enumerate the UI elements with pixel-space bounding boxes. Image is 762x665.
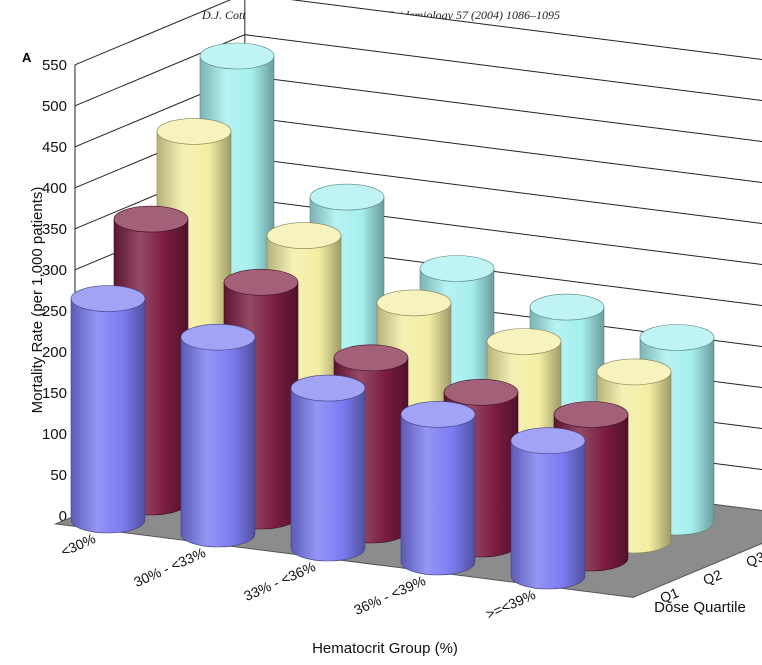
bar-Q1-0 (70, 285, 146, 534)
bar-Q1-3 (400, 401, 476, 576)
y-tick-label: 150 (42, 385, 67, 402)
panel-label: A (22, 50, 32, 65)
bar-body (510, 440, 586, 590)
bar-top (376, 289, 452, 317)
bar-top (639, 324, 715, 351)
bar-top (156, 118, 232, 145)
bar-top (333, 344, 409, 372)
bar-top (113, 205, 189, 233)
dose-quartile-label: Dose Quartile (654, 599, 746, 616)
x-tick-label: 30% - <33% (131, 544, 208, 590)
x-tick-label: 33% - <36% (241, 558, 318, 604)
bar-top (309, 183, 385, 211)
y-tick-label: 200 (42, 344, 67, 361)
bar-top (223, 268, 299, 296)
y-tick-label: 300 (42, 262, 67, 279)
series-label: Q2 (701, 566, 725, 588)
bar-body (400, 414, 476, 576)
bar-top (510, 427, 586, 455)
y-tick-label: 250 (42, 303, 67, 320)
bar-Q1-1 (180, 323, 256, 548)
bar-Q1-2 (290, 374, 366, 562)
series-label: Q3 (744, 548, 762, 570)
bar-top (180, 323, 256, 351)
y-tick-label: 550 (42, 57, 67, 74)
x-tick-label: <30% (58, 530, 98, 559)
y-tick-label: 450 (42, 139, 67, 156)
bar-body (70, 298, 146, 534)
bar-top (70, 285, 146, 312)
bar-Q1-4 (510, 427, 586, 590)
bar-body (180, 336, 256, 548)
bar-top (553, 401, 629, 428)
bar-top (596, 358, 672, 386)
gridline (74, 0, 762, 66)
x-tick-label: >=<39% (483, 586, 538, 622)
y-tick-label: 50 (50, 467, 67, 484)
bar-top (419, 255, 495, 282)
y-tick-label: 400 (42, 180, 67, 197)
bar-body (290, 387, 366, 562)
y-tick-label: 0 (59, 508, 67, 525)
bar-top (486, 328, 562, 355)
y-axis-label: Mortality Rate (per 1,000 patients) (29, 187, 46, 414)
series-label: Q1 (658, 584, 682, 606)
bar-top (266, 222, 342, 249)
y-tick-label: 350 (42, 221, 67, 238)
bar-top (199, 42, 275, 70)
x-tick-label: 36% - <39% (351, 572, 428, 618)
bar-top (529, 293, 605, 321)
bar-top (290, 374, 366, 402)
y-tick-label: 100 (42, 426, 67, 443)
x-axis-label: Hematocrit Group (%) (312, 640, 458, 657)
y-tick-label: 500 (42, 98, 67, 115)
bar-top (443, 378, 519, 406)
bar-top (400, 401, 476, 428)
